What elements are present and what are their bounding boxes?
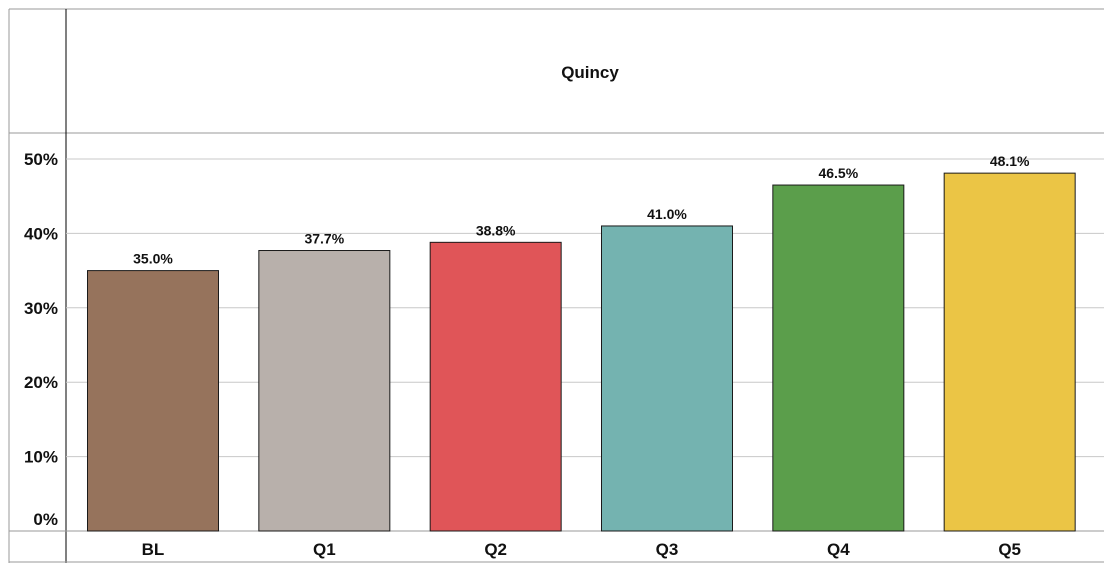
data-labels: 35.0% 37.7% 38.8% 41.0% 46.5% 48.1% [133,153,1030,266]
y-tick-label: 20% [24,373,58,392]
y-axis-ticks: 0% 10% 20% 30% 40% 50% [24,150,58,529]
y-tick-label: 40% [24,224,58,243]
x-tick-label: Q2 [484,540,507,559]
bars [87,172,1076,532]
x-tick-label: Q4 [827,540,850,559]
y-tick-label: 30% [24,299,58,318]
bar [258,250,391,532]
y-tick-label: 0% [33,510,58,529]
bar [601,225,733,532]
x-tick-label: BL [142,540,165,559]
bar [87,270,219,532]
grid-lines [66,158,1104,458]
chart-title: Quincy [561,63,619,82]
data-label: 35.0% [133,251,173,267]
x-axis-ticks: BL Q1 Q2 Q3 Q4 Q5 [142,540,1021,559]
y-tick-label: 10% [24,448,58,467]
bar [429,241,562,532]
data-label: 48.1% [990,153,1030,169]
x-tick-label: Q3 [656,540,679,559]
x-tick-label: Q5 [998,540,1021,559]
bar [772,184,905,532]
data-label: 37.7% [304,231,344,247]
data-label: 46.5% [818,165,858,181]
bar [943,172,1076,532]
x-tick-label: Q1 [313,540,336,559]
data-label: 41.0% [647,206,687,222]
y-tick-label: 50% [24,150,58,169]
data-label: 38.8% [476,222,516,238]
